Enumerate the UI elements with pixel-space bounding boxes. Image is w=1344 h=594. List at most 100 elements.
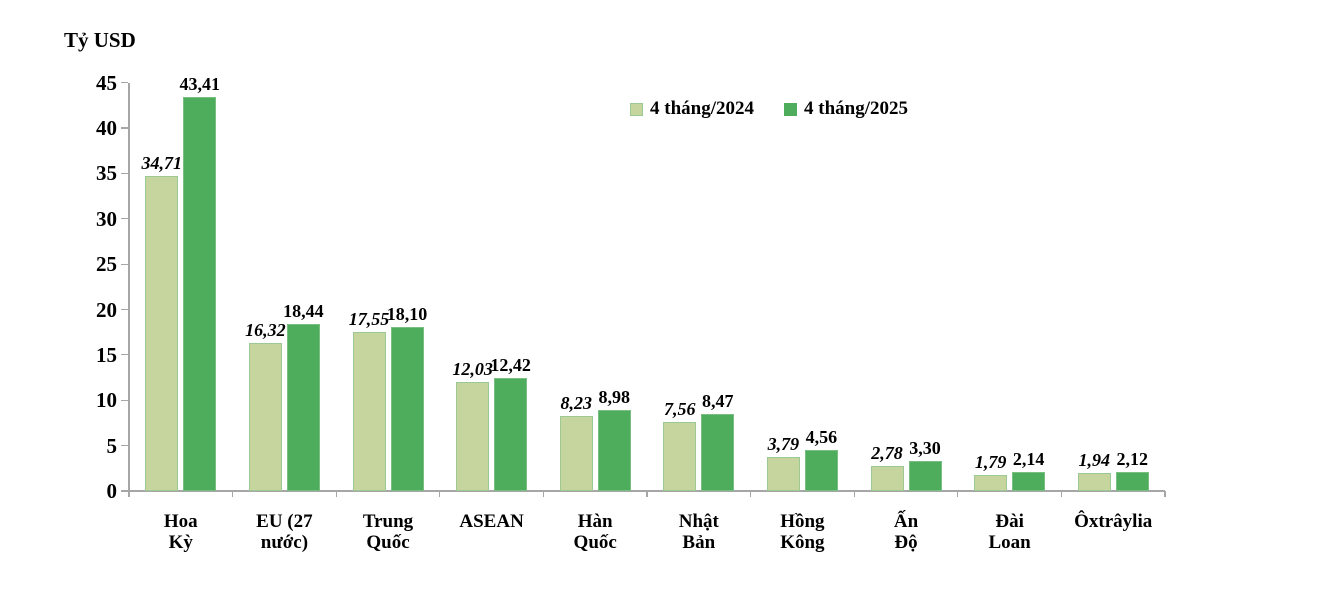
value-label: 2,78 <box>871 442 903 463</box>
bar-42025-9 <box>1012 471 1046 491</box>
legend-label-2024: 4 tháng/2024 <box>650 98 754 119</box>
y-axis-tick-label: 35 <box>96 161 117 186</box>
value-label: 17,55 <box>348 308 390 329</box>
value-label: 8,47 <box>702 391 734 412</box>
category-label-line: Nhật <box>678 511 719 532</box>
x-axis-tick <box>128 491 130 497</box>
y-axis-tick <box>121 263 128 265</box>
bar-42025-4 <box>494 378 528 491</box>
category-label-line: Ôxtrâylia <box>1074 511 1153 532</box>
y-axis-tick <box>121 308 128 311</box>
value-label: 2,14 <box>1012 448 1045 469</box>
category-label-line: Độ <box>894 532 918 553</box>
value-label: 3,79 <box>767 433 800 454</box>
bar-42025-7 <box>804 449 838 491</box>
x-axis-tick <box>542 491 544 497</box>
y-axis-tick-label: 30 <box>96 206 117 231</box>
y-axis-tick <box>121 445 128 447</box>
bar-42024-5 <box>559 416 593 491</box>
y-axis-line <box>128 82 130 491</box>
bar-42025-5 <box>597 409 631 491</box>
category-label-line: Kông <box>780 532 825 553</box>
category-label-line: Quốc <box>573 532 617 553</box>
bar-42024-9 <box>974 474 1008 491</box>
bar-42025-3 <box>390 326 424 491</box>
legend-swatch-2025 <box>784 102 797 116</box>
category-label: Trung Quốc <box>318 511 458 553</box>
bar-42025-10 <box>1115 471 1149 491</box>
value-label: 18,10 <box>386 303 428 324</box>
y-axis-tick-label: 5 <box>106 433 118 458</box>
legend-item-2025: 4 tháng/2025 <box>784 98 908 120</box>
value-label: 8,98 <box>598 386 630 407</box>
category-label: Hoa Kỳ <box>111 511 251 553</box>
bar-42024-1 <box>145 176 179 491</box>
category-label-line: ASEAN <box>459 511 524 532</box>
value-label: 12,42 <box>490 355 531 376</box>
y-axis-tick-label: 20 <box>96 297 117 322</box>
y-axis-tick <box>121 399 128 401</box>
category-label-line: Kỳ <box>168 532 193 553</box>
category-label: Hồng Kông <box>732 511 872 553</box>
legend-swatch-2024 <box>630 102 643 116</box>
bar-42025-6 <box>701 414 735 491</box>
bar-42024-6 <box>663 422 697 491</box>
category-label-line: Trung <box>362 511 414 532</box>
x-axis-tick <box>1164 491 1166 497</box>
y-axis-tick-label: 0 <box>106 479 118 503</box>
x-axis-tick <box>1060 491 1062 497</box>
y-axis-tick <box>121 354 128 356</box>
category-label: Ôxtrâylia <box>1043 511 1183 532</box>
category-label-line: nước) <box>260 532 309 553</box>
value-label: 4,56 <box>805 426 838 447</box>
bar-42024-3 <box>352 331 386 491</box>
y-axis-tick-label: 45 <box>96 70 117 95</box>
value-label: 3,30 <box>909 438 941 459</box>
bar-42024-2 <box>248 342 282 491</box>
y-axis-tick-label: 25 <box>96 252 117 277</box>
y-axis-unit-label: Tỷ USD <box>64 28 136 52</box>
value-label: 43,41 <box>179 74 221 95</box>
bar-42025-2 <box>286 323 320 491</box>
bar-42025-1 <box>183 97 217 491</box>
y-axis-tick <box>121 82 128 84</box>
y-axis-tick <box>121 127 128 129</box>
category-label-line: Hoa <box>163 511 198 532</box>
x-axis-tick <box>750 491 752 497</box>
value-label: 18,44 <box>283 300 324 321</box>
value-label: 34,71 <box>141 153 183 174</box>
x-axis-tick <box>439 491 441 497</box>
value-label: 2,12 <box>1116 448 1148 469</box>
legend-label-2025: 4 tháng/2025 <box>804 98 908 119</box>
legend-item-2024: 4 tháng/2024 <box>630 98 754 120</box>
category-label-line: Ấn <box>893 511 919 532</box>
value-label: 7,56 <box>664 399 696 420</box>
x-axis-tick <box>335 491 337 497</box>
x-axis-tick <box>853 491 855 497</box>
y-axis-tick <box>121 490 128 492</box>
category-label: Đài Loan <box>940 511 1080 553</box>
y-axis-tick-label: 40 <box>96 116 117 141</box>
category-label-line: Loan <box>988 532 1031 553</box>
category-label: Nhật Bản <box>629 511 769 553</box>
x-axis-tick <box>957 491 959 497</box>
bar-42025-8 <box>908 461 942 491</box>
category-label-line: Quốc <box>366 532 410 553</box>
category-label-line: Bản <box>682 532 716 553</box>
y-axis-tick <box>121 218 128 220</box>
category-label-line: Đài <box>995 511 1024 532</box>
chart-legend: 4 tháng/2024 4 tháng/2025 <box>630 98 908 120</box>
value-label: 1,94 <box>1078 450 1110 471</box>
value-label: 16,32 <box>245 319 286 340</box>
bar-42024-7 <box>766 456 800 491</box>
y-axis-tick-label: 15 <box>96 342 117 367</box>
y-axis-tick-label: 10 <box>96 388 117 413</box>
x-axis-tick <box>646 491 648 497</box>
bar-42024-10 <box>1077 473 1111 491</box>
bar-42024-8 <box>870 465 904 491</box>
category-label: Ấn Độ <box>836 511 976 553</box>
category-label-line: Hồng <box>780 511 825 532</box>
y-axis-tick <box>121 172 128 175</box>
category-label-line: EU (27 <box>256 511 313 532</box>
